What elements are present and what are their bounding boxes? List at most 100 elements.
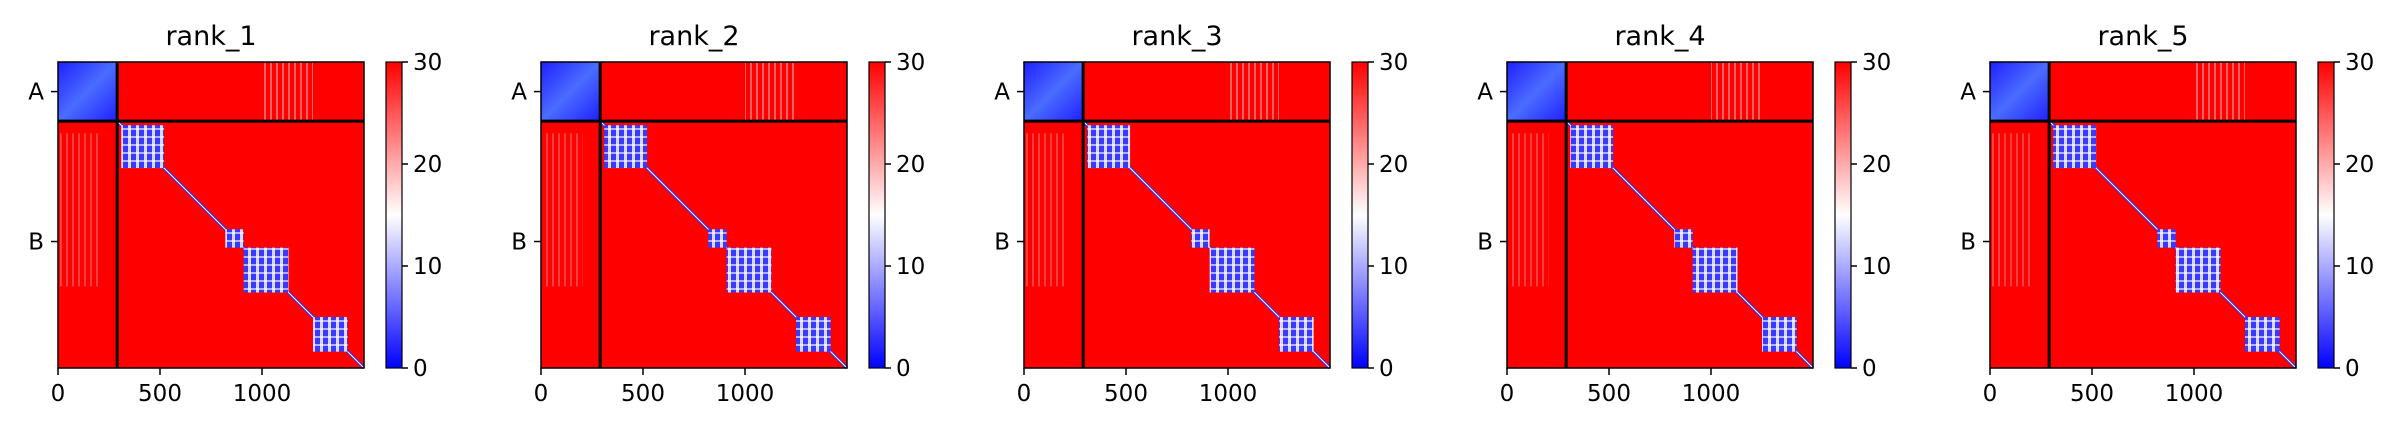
- plot-frame: [1023, 61, 1331, 369]
- y-tick-label: B: [994, 230, 1010, 256]
- x-tick-label: 1000: [2165, 381, 2224, 407]
- colorbar-tick-label: 30: [1379, 50, 1408, 76]
- domain-block: [58, 62, 118, 122]
- domain-block: [1024, 62, 1084, 122]
- domain-block: [604, 125, 648, 169]
- panel-1: rank_1 0 500 1000 A B 0 10 20 30: [28, 21, 442, 407]
- plot-frame: [540, 61, 848, 369]
- domain-block: [796, 317, 831, 352]
- colorbar-tick-label: 20: [413, 152, 442, 178]
- domain-block: [708, 229, 727, 248]
- x-tick-label: 500: [621, 381, 665, 407]
- colorbar-tick-label: 20: [896, 152, 925, 178]
- plot-frame: [1989, 61, 2297, 369]
- panel-3: rank_3 0 500 1000 A B 0 10 20 30: [994, 21, 1408, 407]
- domain-block: [225, 229, 244, 248]
- colorbar-tick-label: 0: [413, 356, 428, 382]
- domain-block: [726, 247, 772, 293]
- colorbar-tick-label: 20: [2345, 152, 2374, 178]
- panel-2: rank_2 0 500 1000 A B 0 10 20 30: [511, 21, 925, 407]
- interchain-stripes: [541, 133, 583, 287]
- x-tick-label: 500: [1587, 381, 1631, 407]
- domain-block: [1570, 125, 1614, 169]
- x-tick-label: 1000: [233, 381, 292, 407]
- domain-block: [121, 125, 165, 169]
- interchain-stripes: [745, 62, 796, 122]
- interchain-stripes: [1711, 62, 1762, 122]
- plot-frame: [1506, 61, 1814, 369]
- colorbar-tick-label: 10: [1862, 254, 1891, 280]
- panel-title: rank_1: [165, 21, 256, 52]
- domain-block: [2157, 229, 2176, 248]
- colorbar-tick-label: 10: [1379, 254, 1408, 280]
- colorbar-tick-label: 10: [413, 254, 442, 280]
- x-tick-label: 0: [1983, 381, 1998, 407]
- colorbar-tick-label: 0: [896, 356, 911, 382]
- plot-frame: [57, 61, 365, 369]
- colorbar: [868, 61, 886, 369]
- interchain-stripes: [2194, 62, 2245, 122]
- colorbar: [1351, 61, 1369, 369]
- colorbar-tick-label: 0: [1862, 356, 1877, 382]
- x-tick-label: 500: [138, 381, 182, 407]
- y-tick-label: A: [28, 80, 44, 106]
- x-tick-label: 0: [1500, 381, 1515, 407]
- colorbar-tick-label: 20: [1862, 152, 1891, 178]
- colorbar-tick-label: 20: [1379, 152, 1408, 178]
- panel-title: rank_5: [2097, 21, 2188, 52]
- x-tick-label: 1000: [716, 381, 775, 407]
- x-tick-label: 0: [534, 381, 549, 407]
- domain-block: [1209, 247, 1255, 293]
- colorbar-tick-label: 0: [1379, 356, 1394, 382]
- colorbar-tick-label: 0: [2345, 356, 2360, 382]
- y-tick-label: A: [1477, 80, 1493, 106]
- domain-block: [1507, 62, 1567, 122]
- interchain-stripes: [1024, 133, 1066, 287]
- interchain-stripes: [58, 133, 100, 287]
- colorbar-tick-label: 30: [896, 50, 925, 76]
- colorbar-tick-label: 10: [896, 254, 925, 280]
- y-tick-label: A: [511, 80, 527, 106]
- y-tick-label: B: [1477, 230, 1493, 256]
- colorbar-tick-label: 30: [2345, 50, 2374, 76]
- x-tick-label: 500: [2070, 381, 2114, 407]
- colorbar-tick-label: 30: [1862, 50, 1891, 76]
- interchain-stripes: [1228, 62, 1279, 122]
- domain-block: [1279, 317, 1314, 352]
- panel-4: rank_4 0 500 1000 A B 0 10 20 30: [1477, 21, 1891, 407]
- y-tick-label: B: [1960, 230, 1976, 256]
- x-tick-label: 500: [1104, 381, 1148, 407]
- domain-block: [2175, 247, 2221, 293]
- y-tick-label: B: [28, 230, 44, 256]
- domain-block: [243, 247, 289, 293]
- colorbar: [1834, 61, 1852, 369]
- domain-block: [1990, 62, 2050, 122]
- domain-block: [1674, 229, 1693, 248]
- panel-title: rank_3: [1131, 21, 1222, 52]
- x-tick-label: 0: [1017, 381, 1032, 407]
- panel-title: rank_2: [648, 21, 739, 52]
- interchain-stripes: [262, 62, 313, 122]
- y-tick-label: A: [994, 80, 1010, 106]
- domain-block: [1692, 247, 1738, 293]
- x-tick-label: 0: [51, 381, 66, 407]
- panel-5: rank_5 0 500 1000 A B 0 10 20 30: [1960, 21, 2374, 407]
- domain-block: [2245, 317, 2280, 352]
- domain-block: [1762, 317, 1797, 352]
- domain-block: [1191, 229, 1210, 248]
- interchain-stripes: [1507, 133, 1549, 287]
- colorbar: [385, 61, 403, 369]
- x-tick-label: 1000: [1682, 381, 1741, 407]
- colorbar: [2317, 61, 2335, 369]
- x-tick-label: 1000: [1199, 381, 1258, 407]
- domain-block: [1087, 125, 1131, 169]
- interchain-stripes: [1990, 133, 2032, 287]
- colorbar-tick-label: 30: [413, 50, 442, 76]
- y-tick-label: A: [1960, 80, 1976, 106]
- y-tick-label: B: [511, 230, 527, 256]
- domain-block: [313, 317, 348, 352]
- domain-block: [541, 62, 601, 122]
- colorbar-tick-label: 10: [2345, 254, 2374, 280]
